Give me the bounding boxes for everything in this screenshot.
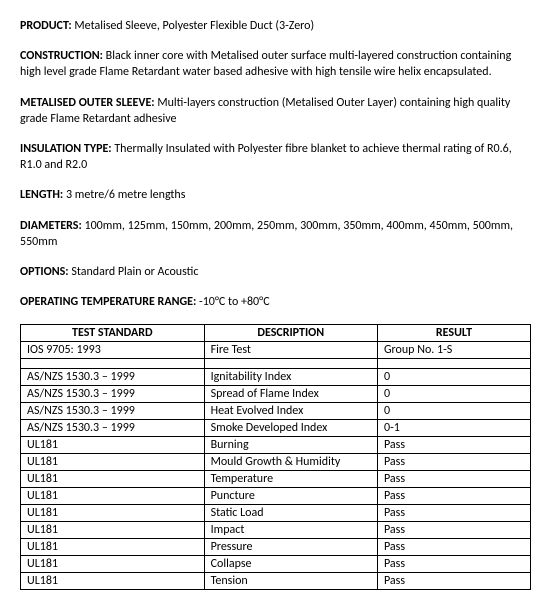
table-row: UL181TensionPass (21, 573, 531, 590)
table-cell: Pass (377, 505, 530, 522)
table-cell: Impact (204, 522, 377, 539)
table-cell: Pass (377, 556, 530, 573)
table-row: UL181PressurePass (21, 539, 531, 556)
table-cell: 0 (377, 369, 530, 386)
table-cell: Pressure (204, 539, 377, 556)
table-row: IOS 9705: 1993Fire TestGroup No. 1-S (21, 342, 531, 359)
table-cell: 0 (377, 386, 530, 403)
field-label: OPTIONS: (20, 265, 69, 279)
table-row: AS/NZS 1530.3 – 1999Spread of Flame Inde… (21, 386, 531, 403)
table-cell: Pass (377, 539, 530, 556)
field-label: PRODUCT: (20, 19, 72, 33)
table-cell: Fire Test (204, 342, 377, 359)
table-cell: Smoke Developed Index (204, 420, 377, 437)
table-cell: Heat Evolved Index (204, 403, 377, 420)
field-value: -10°C to +80°C (196, 295, 269, 309)
table-row: AS/NZS 1530.3 – 1999Smoke Developed Inde… (21, 420, 531, 437)
table-cell: UL181 (21, 471, 205, 488)
table-cell: Collapse (204, 556, 377, 573)
field-label: CONSTRUCTION: (20, 49, 103, 63)
table-row: UL181Static LoadPass (21, 505, 531, 522)
table-cell: UL181 (21, 556, 205, 573)
table-cell: Puncture (204, 488, 377, 505)
table-cell: UL181 (21, 505, 205, 522)
table-header-row: TEST STANDARD DESCRIPTION RESULT (21, 325, 531, 342)
field-value: 100mm, 125mm, 150mm, 200mm, 250mm, 300mm… (20, 219, 513, 249)
table-cell: Pass (377, 454, 530, 471)
table-cell: Pass (377, 522, 530, 539)
field-value: Metalised Sleeve, Polyester Flexible Duc… (72, 19, 314, 33)
table-row: UL181PuncturePass (21, 488, 531, 505)
table-row: AS/NZS 1530.3 – 1999Heat Evolved Index0 (21, 403, 531, 420)
field-value: 3 metre/6 metre lengths (63, 188, 185, 202)
table-cell: 0 (377, 403, 530, 420)
spec-fields: PRODUCT: Metalised Sleeve, Polyester Fle… (20, 18, 531, 310)
table-cell: Pass (377, 573, 530, 590)
spec-field: PRODUCT: Metalised Sleeve, Polyester Fle… (20, 18, 531, 34)
table-cell: UL181 (21, 522, 205, 539)
table-cell: AS/NZS 1530.3 – 1999 (21, 403, 205, 420)
table-cell: Burning (204, 437, 377, 454)
table-cell: Tension (204, 573, 377, 590)
table-cell: AS/NZS 1530.3 – 1999 (21, 369, 205, 386)
table-row: UL181TemperaturePass (21, 471, 531, 488)
table-row: UL181CollapsePass (21, 556, 531, 573)
spec-field: LENGTH: 3 metre/6 metre lengths (20, 187, 531, 203)
table-cell: 0-1 (377, 420, 530, 437)
field-label: LENGTH: (20, 188, 63, 202)
test-results-table: TEST STANDARD DESCRIPTION RESULT IOS 970… (20, 324, 531, 590)
table-row: UL181BurningPass (21, 437, 531, 454)
table-cell: UL181 (21, 539, 205, 556)
spec-field: METALISED OUTER SLEEVE: Multi-layers con… (20, 95, 531, 127)
spec-field: OPERATING TEMPERATURE RANGE: -10°C to +8… (20, 294, 531, 310)
table-cell: UL181 (21, 488, 205, 505)
table-spacer-row (21, 359, 531, 369)
table-cell: Temperature (204, 471, 377, 488)
table-cell: Pass (377, 488, 530, 505)
table-cell: Static Load (204, 505, 377, 522)
field-value: Standard Plain or Acoustic (69, 265, 199, 279)
table-row: UL181Mould Growth & HumidityPass (21, 454, 531, 471)
table-cell: UL181 (21, 573, 205, 590)
field-label: DIAMETERS: (20, 219, 82, 233)
table-cell: Spread of Flame Index (204, 386, 377, 403)
table-cell: AS/NZS 1530.3 – 1999 (21, 420, 205, 437)
table-cell: AS/NZS 1530.3 – 1999 (21, 386, 205, 403)
table-cell: Pass (377, 471, 530, 488)
table-cell: Ignitability Index (204, 369, 377, 386)
spec-field: OPTIONS: Standard Plain or Acoustic (20, 264, 531, 280)
table-cell: Pass (377, 437, 530, 454)
spec-field: DIAMETERS: 100mm, 125mm, 150mm, 200mm, 2… (20, 218, 531, 250)
table-cell: UL181 (21, 437, 205, 454)
table-cell: IOS 9705: 1993 (21, 342, 205, 359)
spec-field: CONSTRUCTION: Black inner core with Meta… (20, 48, 531, 80)
field-label: INSULATION TYPE: (20, 142, 112, 156)
table-cell: Group No. 1-S (377, 342, 530, 359)
field-label: OPERATING TEMPERATURE RANGE: (20, 295, 196, 309)
field-label: METALISED OUTER SLEEVE: (20, 96, 155, 110)
table-row: AS/NZS 1530.3 – 1999Ignitability Index0 (21, 369, 531, 386)
th-result: RESULT (377, 325, 530, 342)
table-cell: UL181 (21, 454, 205, 471)
th-standard: TEST STANDARD (21, 325, 205, 342)
table-cell: Mould Growth & Humidity (204, 454, 377, 471)
spec-field: INSULATION TYPE: Thermally Insulated wit… (20, 141, 531, 173)
table-row: UL181ImpactPass (21, 522, 531, 539)
th-description: DESCRIPTION (204, 325, 377, 342)
